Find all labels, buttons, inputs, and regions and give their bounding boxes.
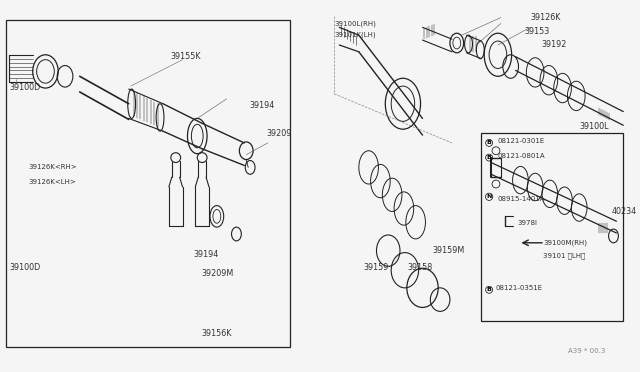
Bar xyxy=(481,133,623,321)
Text: 39209: 39209 xyxy=(267,129,292,138)
Text: 39156K: 39156K xyxy=(201,329,232,339)
Text: 39159: 39159 xyxy=(364,263,389,272)
Text: 39158: 39158 xyxy=(408,263,433,272)
Text: 40234: 40234 xyxy=(612,207,637,216)
Text: 39100L: 39100L xyxy=(579,122,609,131)
Text: 39126K<RH>: 39126K<RH> xyxy=(29,164,77,170)
Text: A39 * 00.3: A39 * 00.3 xyxy=(568,347,605,353)
Bar xyxy=(6,20,291,347)
Text: 39100D: 39100D xyxy=(9,83,40,92)
Text: 39192: 39192 xyxy=(541,41,566,49)
Text: 39159M: 39159M xyxy=(432,246,465,255)
Text: 39209M: 39209M xyxy=(201,269,234,278)
Text: 3978I: 3978I xyxy=(518,220,538,226)
Text: 08121-0301E: 08121-0301E xyxy=(498,138,545,144)
Text: 39126K: 39126K xyxy=(531,13,561,22)
Text: 08121-0351E: 08121-0351E xyxy=(496,285,543,291)
Text: 08121-0801A: 08121-0801A xyxy=(498,153,545,158)
Text: 39194: 39194 xyxy=(249,101,275,110)
Text: B: B xyxy=(486,155,492,160)
Text: 39101K(LH): 39101K(LH) xyxy=(334,32,376,38)
Text: 39194: 39194 xyxy=(193,250,219,259)
Text: 39155K: 39155K xyxy=(171,52,202,61)
Text: 08915-1401A: 08915-1401A xyxy=(498,196,545,202)
Text: 39100L(RH): 39100L(RH) xyxy=(334,20,376,27)
Text: B: B xyxy=(486,140,492,145)
Text: 39100M(RH): 39100M(RH) xyxy=(543,240,587,246)
Text: 39126K<LH>: 39126K<LH> xyxy=(29,179,77,185)
Text: B: B xyxy=(486,287,492,292)
Text: 39100D: 39100D xyxy=(9,263,40,272)
Text: 39101 〈LH〉: 39101 〈LH〉 xyxy=(543,252,586,259)
Text: N: N xyxy=(486,194,492,199)
Text: 39153: 39153 xyxy=(524,27,550,36)
